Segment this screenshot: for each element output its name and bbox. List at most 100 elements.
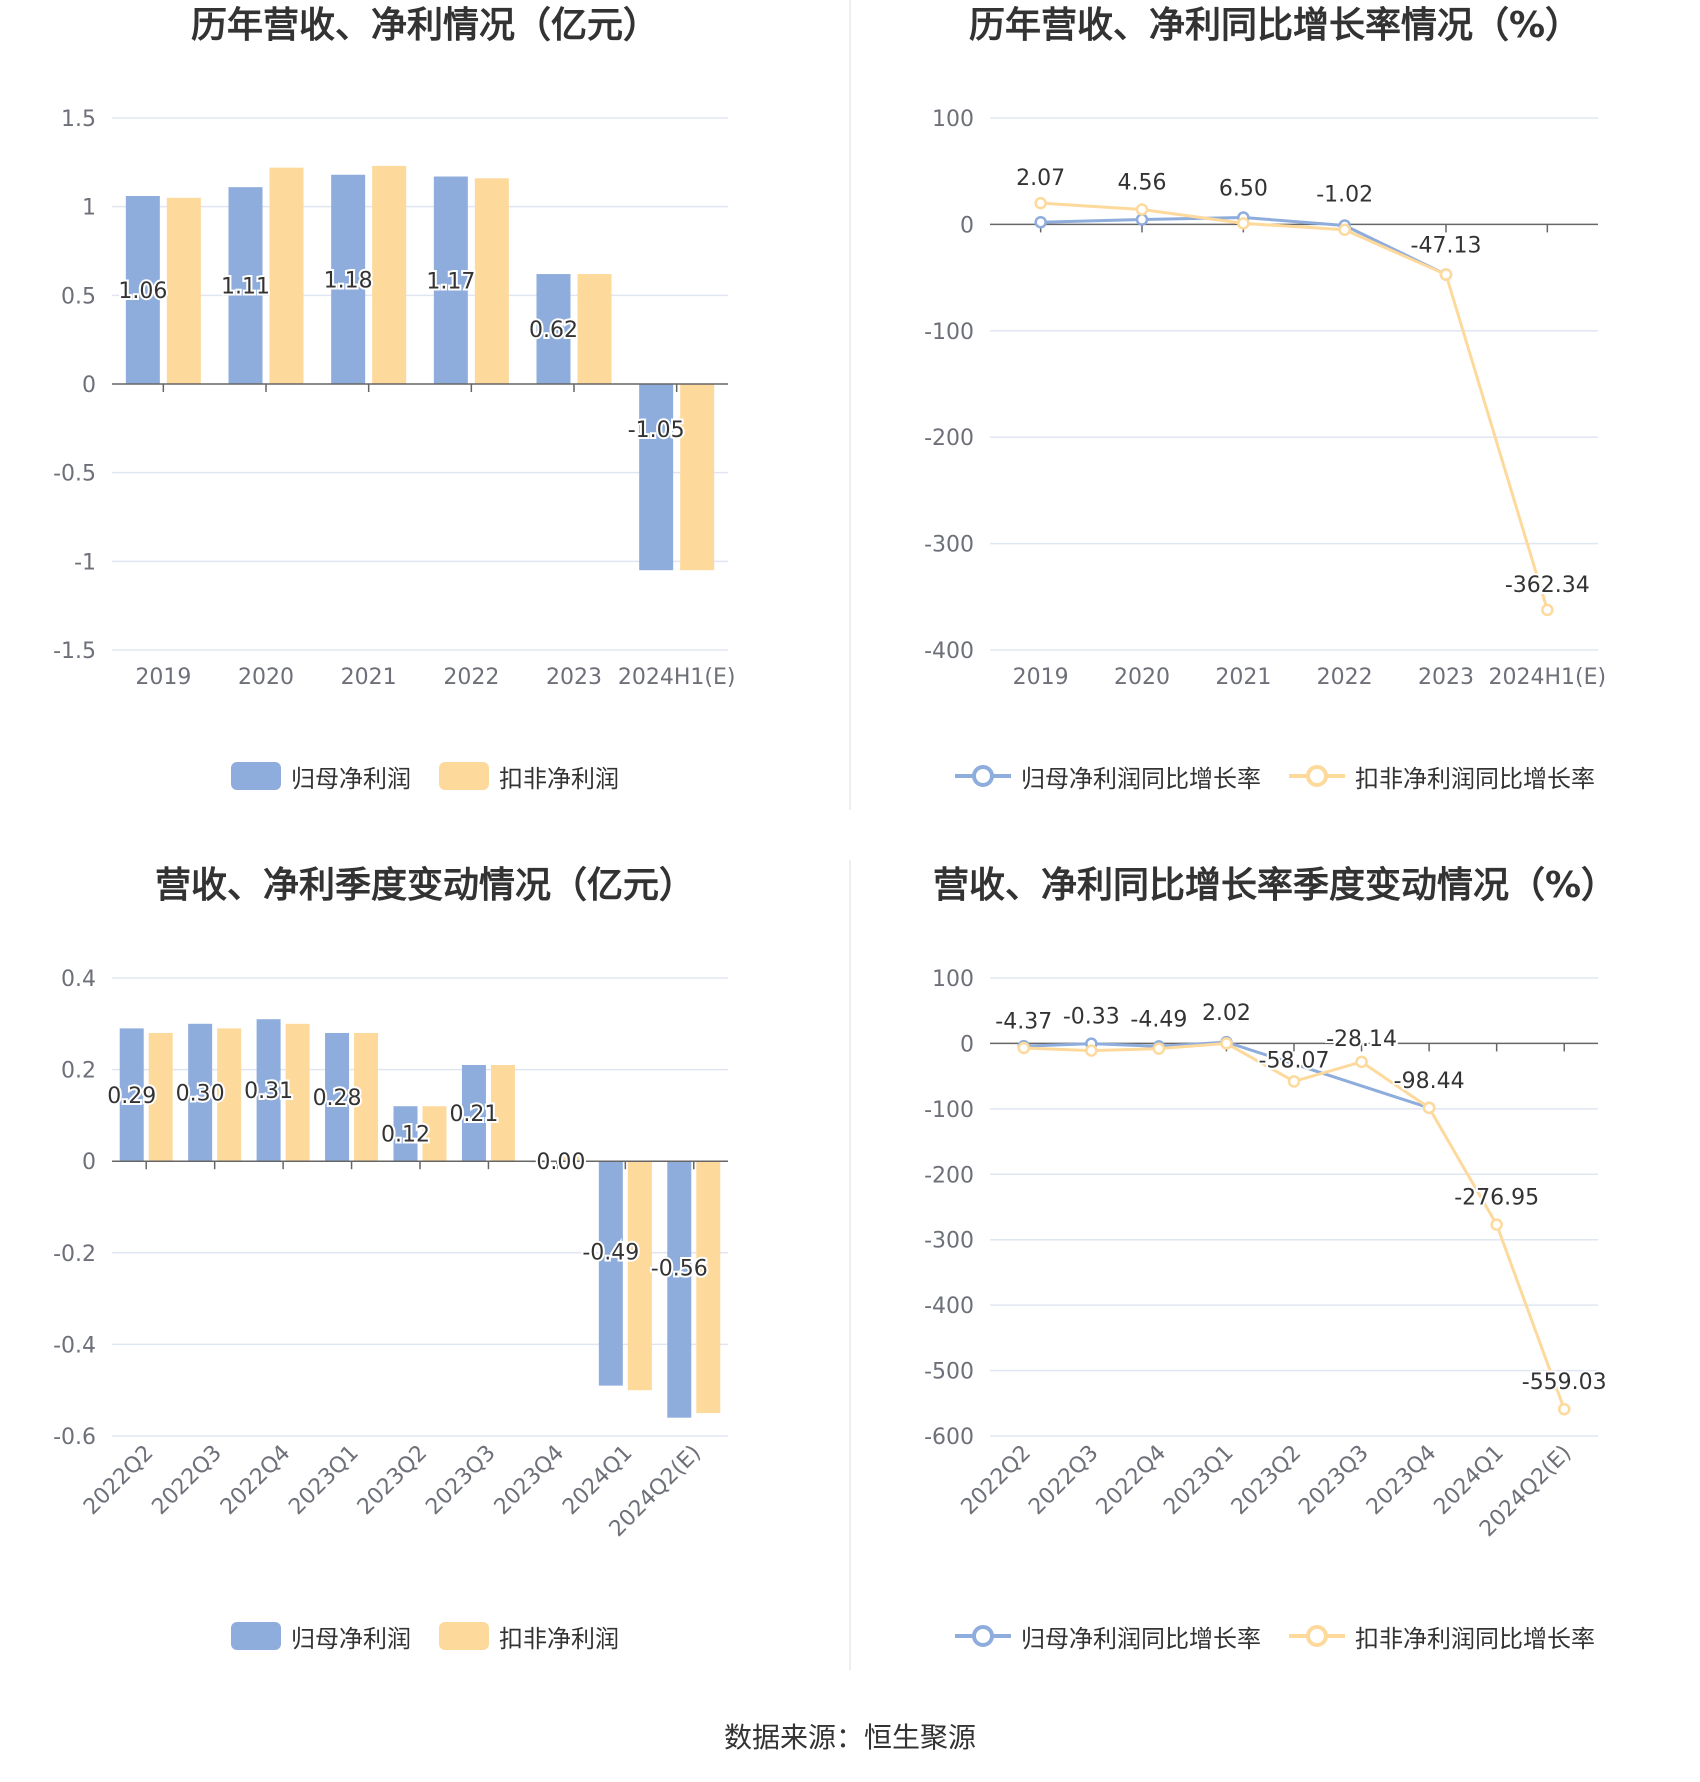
y-tick-label: 0 xyxy=(960,1032,974,1057)
data-label: -1.02 xyxy=(1316,182,1373,207)
data-label: -47.13 xyxy=(1411,234,1482,259)
y-tick-label: -400 xyxy=(924,1294,974,1319)
x-tick-label: 2023 xyxy=(1418,665,1474,690)
data-label: 1.18 xyxy=(324,268,373,293)
data-point xyxy=(1135,203,1149,216)
legend-label: 扣非净利润 xyxy=(499,764,619,793)
data-label: 0.28 xyxy=(313,1086,362,1111)
legend-label: 扣非净利润 xyxy=(499,1624,619,1653)
bar xyxy=(331,174,366,384)
x-tick-label: 2023Q2 xyxy=(1227,1441,1306,1520)
bar xyxy=(667,1161,692,1418)
legend-item-parent-net-profit[interactable]: 归母净利润 xyxy=(231,1619,411,1654)
bar xyxy=(125,196,160,384)
data-point xyxy=(1338,223,1351,236)
y-tick-label: 0 xyxy=(960,213,974,238)
bar xyxy=(422,1106,447,1162)
bar xyxy=(627,1161,652,1391)
y-tick-label: 0.2 xyxy=(61,1059,96,1084)
legend-label: 归母净利润同比增长率 xyxy=(1021,764,1261,793)
data-point xyxy=(1557,1402,1571,1416)
bar xyxy=(285,1023,310,1162)
legend-swatch-blue xyxy=(231,1622,281,1650)
x-tick-label: 2022Q3 xyxy=(1024,1441,1103,1520)
legend-item-parent-growth[interactable]: 归母净利润同比增长率 xyxy=(955,759,1261,794)
y-tick-label: 0.4 xyxy=(61,967,96,992)
data-label: -58.07 xyxy=(1259,1048,1330,1073)
data-point xyxy=(1355,1055,1368,1069)
bar xyxy=(269,167,304,384)
bar xyxy=(536,274,571,384)
legend-line-blue-icon xyxy=(955,1625,1011,1647)
legend-item-deducted-growth[interactable]: 扣非净利润同比增长率 xyxy=(1289,759,1595,794)
bar xyxy=(393,1106,418,1162)
annual-growth-plot: -400 -300 -200 -100 0 100 2.07 4.56 6.50 -1.02 -47… xyxy=(924,107,1607,690)
x-tick-label: 2024H1(E) xyxy=(1489,665,1607,690)
chart-title: 营收、净利季度变动情况（亿元） xyxy=(154,865,695,906)
x-tick-label: 2022Q3 xyxy=(147,1441,226,1520)
series-line xyxy=(1023,1041,1566,1410)
data-label: -4.37 xyxy=(995,1009,1052,1034)
data-label: 0.12 xyxy=(381,1123,430,1148)
series-line xyxy=(1023,1040,1430,1110)
legend-label: 归母净利润 xyxy=(291,1624,411,1653)
quarterly-profit-plot: -0.6 -0.4 -0.2 0 0.2 0.4 0.29 0.30 0.31 0.28 0.12 0… xyxy=(53,967,728,1542)
chart-legend: 归母净利润 扣非净利润 xyxy=(0,1616,850,1656)
panel-divider-top xyxy=(849,0,851,810)
x-tick-label: 2022 xyxy=(1317,665,1373,690)
y-tick-label: -1 xyxy=(74,550,96,575)
quarterly-growth-plot: -600 -500 -400 -300 -200 -100 0 100 -4.37 -0.33 -4… xyxy=(924,967,1609,1542)
bar xyxy=(256,1019,281,1162)
data-label: -4.49 xyxy=(1130,1007,1187,1032)
legend-label: 扣非净利润同比增长率 xyxy=(1355,764,1595,793)
legend-swatch-blue xyxy=(231,762,281,790)
legend-label: 归母净利润 xyxy=(291,764,411,793)
bar xyxy=(461,1065,486,1162)
legend-label: 归母净利润同比增长率 xyxy=(1021,1624,1261,1653)
data-label: 0.31 xyxy=(244,1079,293,1104)
data-point xyxy=(1152,1042,1166,1055)
legend-item-deducted-growth[interactable]: 扣非净利润同比增长率 xyxy=(1289,1619,1595,1654)
bar xyxy=(325,1032,350,1162)
y-tick-label: 100 xyxy=(932,107,974,132)
quarterly-growth-chart: 营收、净利同比增长率季度变动情况（%） -600 -500 -400 -300 -200… xyxy=(850,860,1700,1720)
y-tick-label: -600 xyxy=(924,1425,974,1450)
data-label: 0.00 xyxy=(536,1150,585,1175)
y-tick-label: 0.5 xyxy=(61,284,96,309)
legend-item-parent-net-profit[interactable]: 归母净利润 xyxy=(231,759,411,794)
bar xyxy=(228,187,263,384)
y-tick-label: -100 xyxy=(924,320,974,345)
legend-line-orange-icon xyxy=(1289,1625,1345,1647)
panel-divider-bottom xyxy=(849,860,851,1670)
bar xyxy=(490,1065,515,1162)
x-tick-label: 2023Q3 xyxy=(421,1441,500,1520)
bar xyxy=(474,178,509,384)
y-tick-label: 1 xyxy=(82,196,96,221)
data-point xyxy=(1490,1218,1503,1231)
data-label: -559.03 xyxy=(1522,1370,1607,1395)
data-point xyxy=(1422,1101,1436,1115)
x-tick-label: 2021 xyxy=(1215,665,1271,690)
x-tick-label: 2022Q4 xyxy=(1092,1441,1171,1520)
x-tick-label: 2022Q2 xyxy=(79,1441,158,1520)
x-tick-label: 2019 xyxy=(135,665,191,690)
x-tick-label: 2023Q1 xyxy=(1159,1441,1238,1520)
legend-swatch-orange xyxy=(439,1622,489,1650)
bar xyxy=(354,1032,379,1162)
annual-profit-plot: -1.5 -1 -0.5 0 0.5 1 1.5 1.06 1.11 1.18 1.17 0.62 -1… xyxy=(53,107,736,690)
chart-legend: 归母净利润 扣非净利润 xyxy=(0,756,850,796)
data-label: -0.56 xyxy=(651,1256,708,1281)
legend-item-deducted-net-profit[interactable]: 扣非净利润 xyxy=(439,1619,619,1654)
data-label: -0.33 xyxy=(1063,1005,1120,1030)
legend-item-deducted-net-profit[interactable]: 扣非净利润 xyxy=(439,759,619,794)
bar xyxy=(577,274,612,384)
legend-item-parent-growth[interactable]: 归母净利润同比增长率 xyxy=(955,1619,1261,1654)
series-line xyxy=(1040,201,1549,611)
y-tick-label: -100 xyxy=(924,1098,974,1123)
x-tick-label: 2024H1(E) xyxy=(618,665,736,690)
y-tick-label: -0.5 xyxy=(53,462,96,487)
chart-title: 历年营收、净利情况（亿元） xyxy=(190,5,659,46)
bar xyxy=(680,384,715,571)
legend-label: 扣非净利润同比增长率 xyxy=(1355,1624,1595,1653)
data-label: 0.30 xyxy=(176,1082,225,1107)
